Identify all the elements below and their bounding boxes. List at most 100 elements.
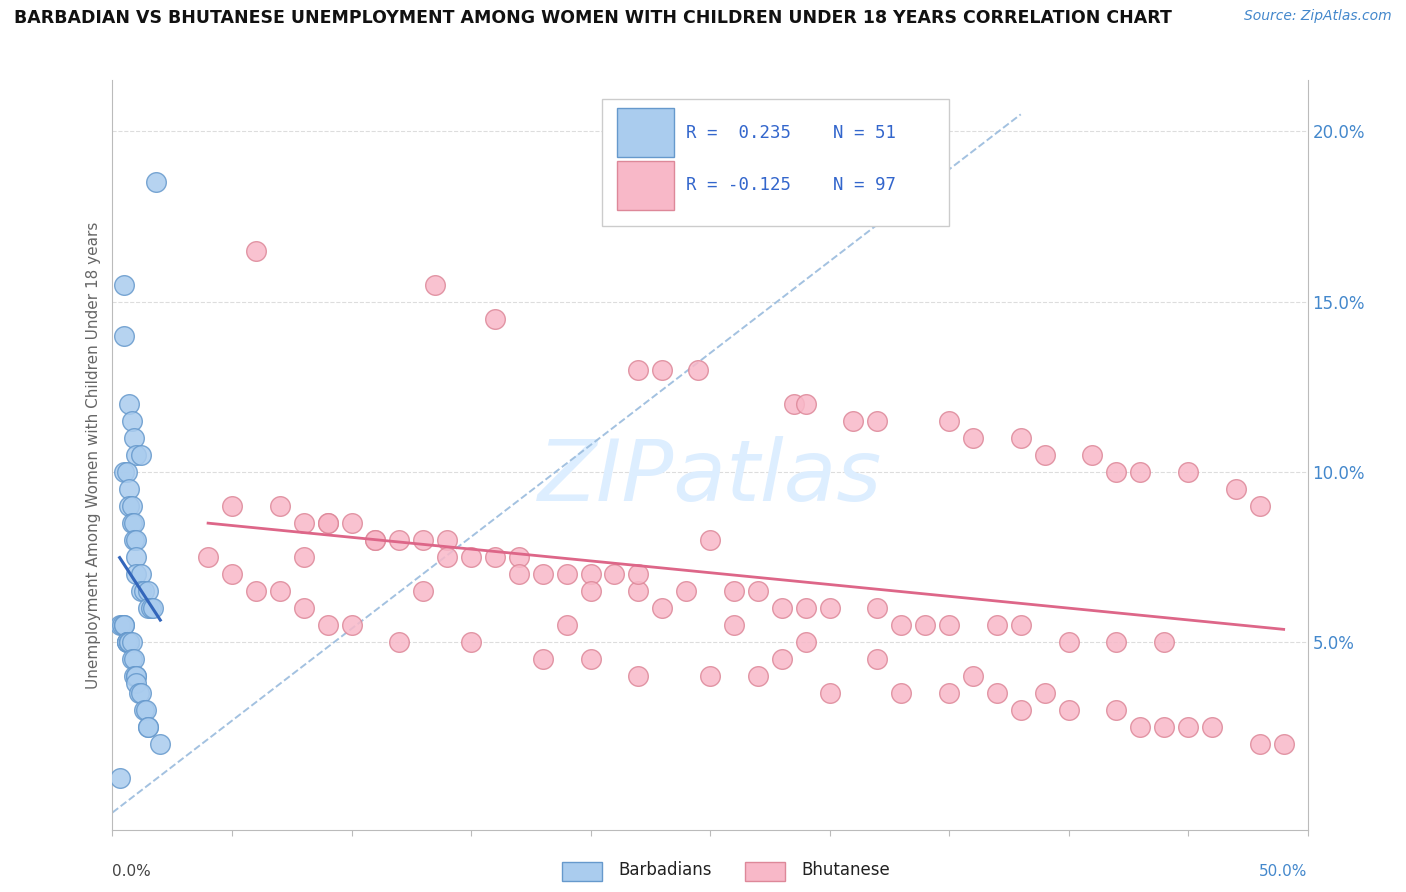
Point	[627, 567, 650, 582]
Point	[1129, 465, 1152, 479]
Point	[436, 550, 458, 565]
Point	[425, 277, 447, 292]
Text: 50.0%: 50.0%	[1260, 863, 1308, 879]
Y-axis label: Unemployment Among Women with Children Under 18 years: Unemployment Among Women with Children U…	[86, 221, 101, 689]
Point	[603, 567, 626, 582]
Point	[699, 669, 721, 683]
Point	[118, 635, 141, 649]
Point	[139, 601, 162, 615]
Point	[579, 567, 602, 582]
Point	[1081, 448, 1104, 462]
Point	[436, 533, 458, 547]
Point	[794, 635, 817, 649]
FancyBboxPatch shape	[603, 99, 949, 227]
Point	[1153, 720, 1175, 734]
Point	[125, 550, 148, 565]
Point	[651, 363, 673, 377]
Point	[866, 601, 889, 615]
Point	[197, 550, 219, 565]
Point	[723, 584, 745, 599]
Point	[688, 363, 710, 377]
Point	[1249, 738, 1271, 752]
Point	[340, 618, 363, 632]
Point	[114, 618, 135, 632]
Point	[890, 618, 912, 632]
Point	[118, 635, 141, 649]
Point	[627, 363, 650, 377]
Point	[129, 567, 152, 582]
Point	[340, 516, 363, 530]
Text: Source: ZipAtlas.com: Source: ZipAtlas.com	[1244, 9, 1392, 23]
Point	[1033, 448, 1056, 462]
Point	[412, 533, 434, 547]
Point	[1057, 635, 1080, 649]
Point	[115, 635, 138, 649]
Point	[292, 550, 315, 565]
FancyBboxPatch shape	[617, 161, 675, 210]
Point	[129, 686, 152, 700]
Point	[794, 397, 817, 411]
Point	[770, 601, 793, 615]
Point	[1249, 499, 1271, 513]
Point	[121, 499, 143, 513]
Point	[1153, 635, 1175, 649]
Point	[135, 703, 157, 717]
Point	[149, 738, 172, 752]
Point	[269, 584, 291, 599]
Point	[986, 618, 1008, 632]
Point	[364, 533, 387, 547]
Point	[245, 584, 267, 599]
Point	[128, 686, 150, 700]
Point	[794, 601, 817, 615]
Point	[1225, 482, 1247, 496]
Point	[1105, 465, 1128, 479]
Point	[121, 652, 143, 666]
Point	[1010, 618, 1032, 632]
Point	[1010, 703, 1032, 717]
Point	[412, 584, 434, 599]
Point	[1177, 720, 1199, 734]
Point	[388, 635, 411, 649]
Point	[138, 584, 160, 599]
Point	[460, 550, 482, 565]
Point	[125, 676, 148, 690]
Point	[364, 533, 387, 547]
Point	[747, 584, 769, 599]
Point	[675, 584, 697, 599]
Text: BARBADIAN VS BHUTANESE UNEMPLOYMENT AMONG WOMEN WITH CHILDREN UNDER 18 YEARS COR: BARBADIAN VS BHUTANESE UNEMPLOYMENT AMON…	[14, 9, 1173, 27]
Point	[842, 414, 865, 428]
Point	[121, 414, 143, 428]
Point	[221, 499, 243, 513]
Point	[118, 482, 141, 496]
Text: ZIPatlas: ZIPatlas	[538, 436, 882, 519]
Point	[221, 567, 243, 582]
Point	[118, 499, 141, 513]
Point	[121, 516, 143, 530]
Point	[531, 652, 554, 666]
Point	[938, 686, 960, 700]
Point	[723, 618, 745, 632]
Point	[866, 414, 889, 428]
Point	[770, 652, 793, 666]
Point	[316, 516, 339, 530]
Point	[125, 448, 148, 462]
Point	[125, 669, 148, 683]
Point	[142, 601, 165, 615]
Text: Barbadians: Barbadians	[619, 861, 713, 879]
Point	[1177, 465, 1199, 479]
Point	[579, 584, 602, 599]
Point	[1105, 635, 1128, 649]
Point	[699, 533, 721, 547]
Point	[818, 686, 841, 700]
Point	[114, 277, 135, 292]
Point	[138, 720, 160, 734]
Point	[316, 618, 339, 632]
Text: R =  0.235    N = 51: R = 0.235 N = 51	[686, 124, 896, 142]
Point	[122, 516, 145, 530]
Point	[962, 431, 984, 445]
Point	[1129, 720, 1152, 734]
Point	[555, 618, 578, 632]
Point	[914, 618, 936, 632]
FancyBboxPatch shape	[617, 109, 675, 157]
Text: R = -0.125    N = 97: R = -0.125 N = 97	[686, 177, 896, 194]
